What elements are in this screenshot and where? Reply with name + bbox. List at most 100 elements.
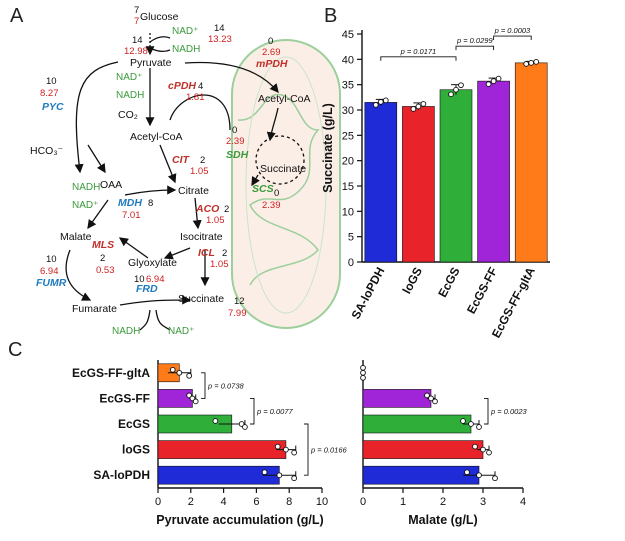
num-glc-top: 7 <box>134 5 139 16</box>
panel-label-a: A <box>10 5 24 27</box>
x-tick-label: EcGS-FF <box>464 265 500 316</box>
data-point <box>453 86 459 93</box>
num-scs-bot: 2.39 <box>262 200 281 211</box>
data-point <box>169 366 176 373</box>
data-point <box>458 82 464 89</box>
significance-bracket <box>484 397 489 425</box>
enzyme-mdh: MDH <box>118 197 142 209</box>
cofactor-nadh-pdh: NADH <box>116 90 144 101</box>
y-tick-label: 40 <box>342 54 354 66</box>
num-fumr-bot: 6.94 <box>40 266 59 277</box>
num-succ-bot: 7.99 <box>228 308 247 319</box>
data-point <box>360 369 366 376</box>
num-aco-top: 2 <box>224 204 229 215</box>
cofactor-nad-mdh: NAD⁺ <box>72 200 98 211</box>
x-tick-label: 10 <box>316 496 328 508</box>
num-mdh-bot: 7.01 <box>122 210 141 221</box>
num-aco-bot: 1.05 <box>206 215 225 226</box>
significance-bracket <box>380 56 457 61</box>
x-tick-label: 6 <box>253 496 259 508</box>
significance-bracket <box>250 397 255 425</box>
cofactor-nad-glc: NAD⁺ <box>172 26 198 37</box>
mitochondrion <box>231 39 341 329</box>
enzyme-mls: MLS <box>92 239 114 251</box>
y-tick-label: SA-loPDH <box>93 468 150 482</box>
node-fumarate: Fumarate <box>72 303 117 315</box>
panel-label-c: C <box>8 339 22 361</box>
num-succ-top: 12 <box>234 296 245 307</box>
p-value-label: p = 0.0003 <box>494 26 531 35</box>
p-value-label: p = 0.0166 <box>310 446 347 455</box>
num-scs-top: 0 <box>274 188 279 199</box>
bar <box>364 102 398 263</box>
data-point <box>424 392 430 399</box>
data-point <box>533 59 540 65</box>
node-oaa: OAA <box>100 179 122 191</box>
significance-bracket <box>201 372 206 399</box>
bar <box>157 465 280 485</box>
bar <box>362 465 480 485</box>
num-glcL-bot: 12.98 <box>124 46 148 57</box>
x-axis-title: Pyruvate accumulation (g/L) <box>156 513 323 527</box>
enzyme-fumr: FUMR <box>36 277 67 289</box>
num-cit-bot: 1.05 <box>190 166 209 177</box>
enzyme-sdh: SDH <box>226 149 249 161</box>
data-point <box>360 364 366 371</box>
data-point <box>382 97 389 104</box>
p-value-label: p = 0.0023 <box>490 407 527 416</box>
node-pyruvate: Pyruvate <box>130 57 172 69</box>
num-glc-bot: 7 <box>134 16 139 27</box>
p-value-label: p = 0.0738 <box>207 382 244 391</box>
data-point <box>486 449 492 456</box>
bar <box>362 414 472 434</box>
bar <box>439 89 473 263</box>
node-glyoxylate: Glyoxylate <box>128 257 177 269</box>
data-point <box>415 103 422 110</box>
y-axis-title: Succinate (g/L) <box>321 103 335 193</box>
bar <box>157 440 287 459</box>
data-point <box>495 75 502 82</box>
data-point <box>468 421 474 427</box>
num-mpdh-bot: 2.69 <box>262 47 281 58</box>
y-tick-label: 15 <box>342 181 354 193</box>
bar <box>402 106 435 263</box>
x-tick-label: 0 <box>360 496 366 508</box>
y-tick-label: 25 <box>342 130 354 142</box>
num-pyc-bot: 8.27 <box>40 88 59 99</box>
x-tick-label: loGS <box>400 265 426 296</box>
data-point <box>176 369 183 376</box>
p-value-label: p = 0.0299 <box>456 36 493 45</box>
data-point <box>283 446 289 453</box>
data-point <box>192 398 199 405</box>
num-frd-bot: 6.94 <box>146 274 165 285</box>
data-point <box>485 81 492 88</box>
bar <box>477 80 510 263</box>
bar <box>157 389 193 408</box>
p-value-label: p = 0.0077 <box>256 407 293 416</box>
num-mdh-top: 8 <box>148 198 153 209</box>
num-fumr-top: 10 <box>46 254 57 265</box>
data-point <box>523 61 530 67</box>
num-icl-top: 2 <box>222 248 227 259</box>
data-point <box>372 102 379 108</box>
x-tick-label: SA-loPDH <box>348 265 387 322</box>
num-sdh-bot: 2.39 <box>226 136 245 147</box>
y-tick-label: 30 <box>342 105 354 117</box>
bar <box>362 440 484 459</box>
node-acetyl-coa-mito: Acetyl-CoA <box>258 93 311 105</box>
node-malate: Malate <box>60 231 92 243</box>
x-tick-label: 2 <box>188 496 194 508</box>
x-tick-label: 3 <box>480 496 486 508</box>
y-tick-label: EcGS-FF-gltA <box>72 366 150 380</box>
panel-label-b: B <box>324 5 337 27</box>
pathway-arrows <box>65 33 305 331</box>
num-pyc-top: 10 <box>46 76 57 87</box>
y-tick-label: EcGS-FF <box>99 391 150 405</box>
chart-pyruvate: 0 2 4 6 8 10 Pyruvate accumulation (g/L) EcGS-F… <box>72 360 347 527</box>
x-axis-title: Malate (g/L) <box>408 513 477 527</box>
num-mls-top: 2 <box>100 253 105 264</box>
num-glcR-bot: 13.23 <box>208 34 232 45</box>
node-isocitrate: Isocitrate <box>180 231 223 243</box>
data-point <box>480 446 486 453</box>
